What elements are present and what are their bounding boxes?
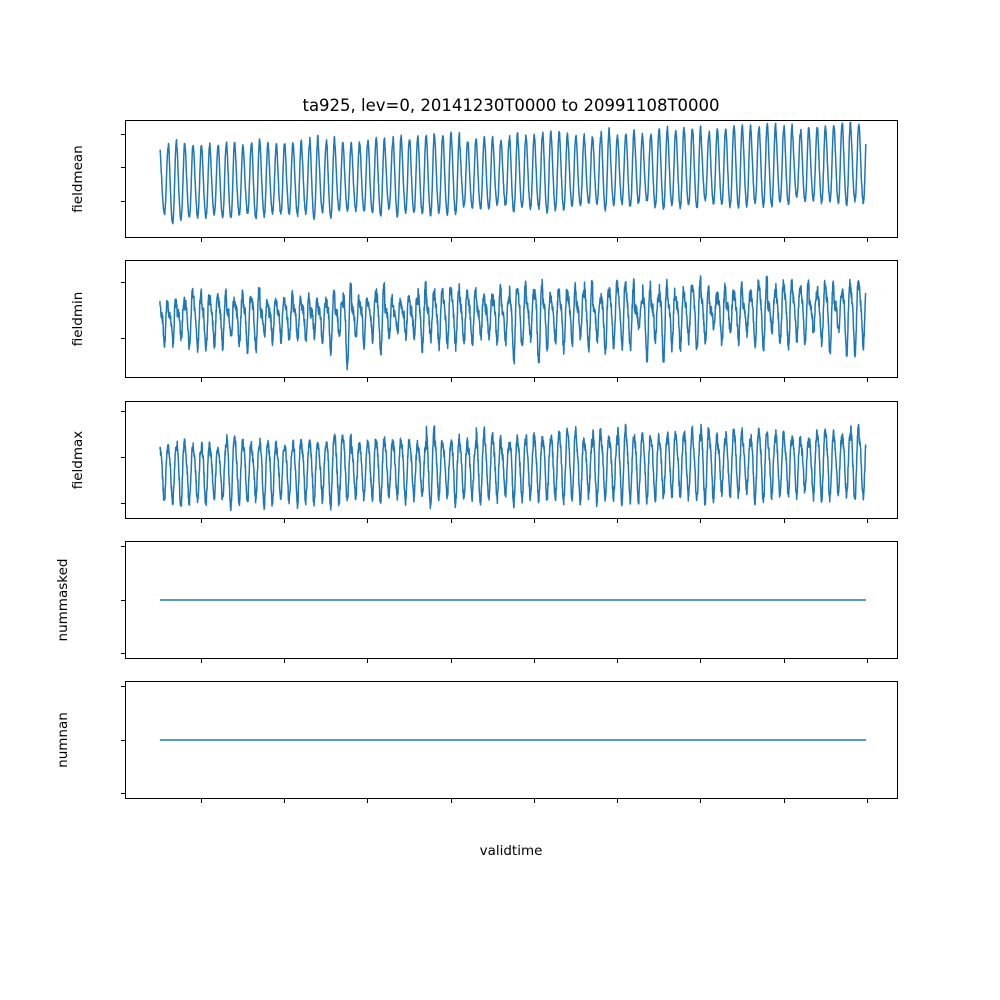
y-tick-mark bbox=[121, 167, 125, 169]
axes-frame bbox=[125, 401, 898, 519]
plot-area-numnan bbox=[125, 681, 898, 799]
x-tick-mark bbox=[201, 519, 203, 523]
y-axis-title-numnan: numnan bbox=[55, 712, 71, 768]
x-tick-mark bbox=[866, 659, 868, 663]
x-tick-mark bbox=[284, 799, 286, 803]
x-tick-mark bbox=[284, 378, 286, 382]
y-tick-mark bbox=[121, 685, 125, 687]
y-axis-title-nummasked: nummasked bbox=[55, 558, 71, 642]
x-tick-mark bbox=[783, 519, 785, 523]
x-tick-mark bbox=[700, 799, 702, 803]
x-tick-mark bbox=[450, 238, 452, 242]
x-tick-mark bbox=[450, 659, 452, 663]
x-tick-mark bbox=[617, 799, 619, 803]
x-tick-mark bbox=[201, 238, 203, 242]
x-tick-mark bbox=[700, 659, 702, 663]
x-tick-mark bbox=[367, 378, 369, 382]
x-tick-mark bbox=[783, 378, 785, 382]
x-tick-mark bbox=[700, 238, 702, 242]
x-tick-mark bbox=[617, 519, 619, 523]
x-tick-mark bbox=[450, 799, 452, 803]
y-tick-mark bbox=[121, 410, 125, 412]
y-tick-mark bbox=[121, 653, 125, 655]
x-tick-mark bbox=[783, 238, 785, 242]
data-line-fieldmin bbox=[159, 275, 867, 371]
x-tick-mark bbox=[866, 799, 868, 803]
x-axis-title: validtime bbox=[479, 843, 543, 859]
line-chart-nummasked bbox=[125, 541, 898, 659]
x-tick-mark bbox=[201, 378, 203, 382]
x-tick-mark bbox=[617, 378, 619, 382]
axes-frame bbox=[125, 541, 898, 659]
x-tick-mark bbox=[367, 519, 369, 523]
x-tick-mark bbox=[617, 659, 619, 663]
plot-area-fieldmax bbox=[125, 401, 898, 519]
x-tick-mark bbox=[201, 799, 203, 803]
y-tick-mark bbox=[121, 282, 125, 284]
y-axis-title-fieldmax: fieldmax bbox=[70, 430, 86, 490]
y-axis-title-fieldmean: fieldmean bbox=[70, 145, 86, 213]
axes-frame bbox=[125, 681, 898, 799]
x-tick-mark bbox=[866, 519, 868, 523]
line-chart-numnan bbox=[125, 681, 898, 799]
figure-title: ta925, lev=0, 20141230T0000 to 20991108T… bbox=[302, 96, 720, 115]
x-tick-mark bbox=[533, 238, 535, 242]
x-tick-mark bbox=[533, 378, 535, 382]
line-chart-fieldmin bbox=[125, 260, 898, 378]
plot-area-fieldmin bbox=[125, 260, 898, 378]
y-tick-mark bbox=[121, 456, 125, 458]
data-line-fieldmean bbox=[159, 121, 867, 225]
x-tick-mark bbox=[533, 659, 535, 663]
y-tick-mark bbox=[121, 545, 125, 547]
x-tick-mark bbox=[367, 238, 369, 242]
x-tick-mark bbox=[700, 378, 702, 382]
x-tick-mark bbox=[284, 659, 286, 663]
axes-frame bbox=[125, 120, 898, 238]
y-tick-mark bbox=[121, 739, 125, 741]
y-axis-title-fieldmin: fieldmin bbox=[70, 291, 86, 347]
x-tick-mark bbox=[450, 519, 452, 523]
line-chart-fieldmax bbox=[125, 401, 898, 519]
y-tick-mark bbox=[121, 793, 125, 795]
axes-frame bbox=[125, 260, 898, 378]
x-tick-mark bbox=[284, 238, 286, 242]
x-tick-mark bbox=[866, 238, 868, 242]
y-tick-mark bbox=[121, 338, 125, 340]
y-tick-mark bbox=[121, 200, 125, 202]
x-tick-mark bbox=[201, 659, 203, 663]
x-tick-mark bbox=[866, 378, 868, 382]
y-tick-mark bbox=[121, 502, 125, 504]
x-tick-mark bbox=[367, 799, 369, 803]
plot-area-fieldmean bbox=[125, 120, 898, 238]
line-chart-fieldmean bbox=[125, 120, 898, 238]
x-tick-mark bbox=[367, 659, 369, 663]
x-tick-mark bbox=[284, 519, 286, 523]
y-tick-mark bbox=[121, 133, 125, 135]
x-tick-mark bbox=[783, 799, 785, 803]
y-tick-mark bbox=[121, 599, 125, 601]
plot-area-nummasked bbox=[125, 541, 898, 659]
x-tick-mark bbox=[783, 659, 785, 663]
x-tick-mark bbox=[533, 519, 535, 523]
x-tick-mark bbox=[617, 238, 619, 242]
x-tick-mark bbox=[450, 378, 452, 382]
data-line-fieldmax bbox=[159, 423, 867, 512]
x-tick-mark bbox=[533, 799, 535, 803]
x-tick-mark bbox=[700, 519, 702, 523]
